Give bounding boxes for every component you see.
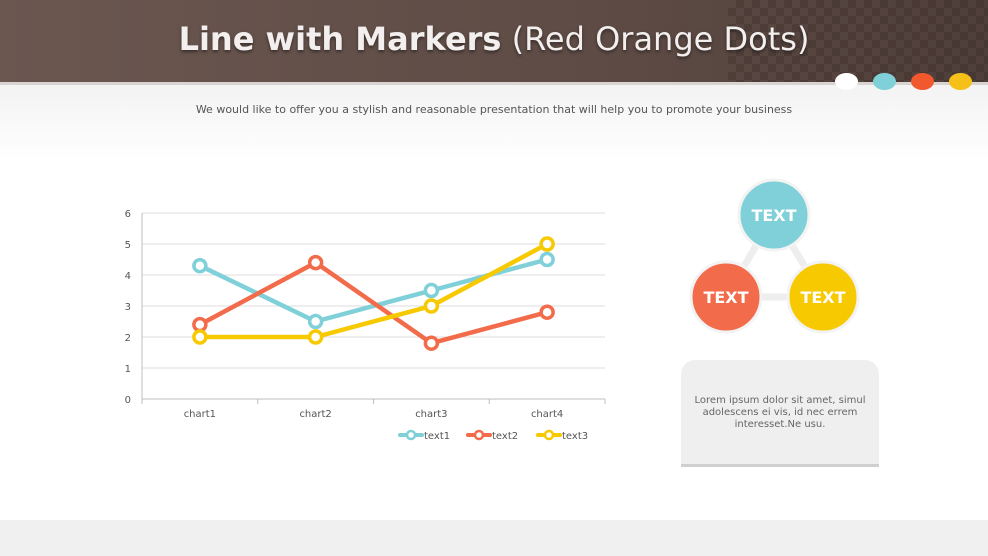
legend-label-text2: text2 [492, 431, 518, 442]
title-suffix: (Red Orange Dots) [511, 20, 810, 58]
legend-marker-text2 [473, 429, 485, 441]
cycle-circle-left [689, 260, 763, 334]
data-point-text1 [423, 282, 440, 299]
cycle-circle-top [737, 178, 811, 252]
decor-dot-orange [911, 73, 934, 90]
decor-dot-yellow [949, 73, 972, 90]
decor-dot-teal [873, 73, 896, 90]
data-point-text2 [539, 304, 555, 320]
cycle-circle-right [786, 260, 860, 334]
legend-marker-text1 [405, 429, 417, 441]
title-main: Line with Markers [178, 20, 502, 58]
data-point-text2 [307, 254, 324, 271]
data-point-text3 [539, 236, 555, 252]
x-tick-label: chart1 [184, 409, 216, 420]
legend-label-text3: text3 [562, 431, 588, 442]
chart-series [192, 236, 555, 351]
y-tick-label: 3 [125, 302, 131, 313]
subtitle-band [0, 85, 988, 160]
y-tick-label: 2 [125, 333, 131, 344]
decor-dot-white [835, 73, 858, 90]
series-line-text3 [197, 241, 550, 340]
data-point-text3 [423, 298, 440, 314]
data-point-text2 [423, 335, 440, 351]
legend-marker-text3 [543, 429, 555, 441]
data-point-text1 [307, 313, 324, 330]
chart-legend: text1 text2 text3 [398, 429, 588, 442]
chart-axes: 0 1 2 3 4 5 6 chart1 chart2 chart3 chart4 [125, 209, 606, 420]
footer-band [0, 520, 988, 556]
data-point-text1 [192, 257, 208, 274]
note-box: Lorem ipsum dolor sit amet, simul adoles… [681, 360, 879, 467]
data-point-text3 [307, 329, 324, 345]
slide-title: Line with Markers (Red Orange Dots) [0, 20, 988, 58]
cycle-label-top: TEXT [751, 206, 796, 225]
header-divider [0, 82, 988, 85]
legend-label-text1: text1 [424, 431, 450, 442]
cycle-connector [719, 208, 830, 301]
y-tick-label: 0 [125, 395, 131, 406]
x-tick-label: chart3 [415, 409, 447, 420]
y-tick-label: 6 [125, 209, 131, 220]
y-tick-label: 4 [125, 271, 131, 282]
note-text: Lorem ipsum dolor sit amet, simul adoles… [694, 395, 866, 430]
x-tick-label: chart2 [299, 409, 331, 420]
y-tick-label: 1 [125, 364, 131, 375]
header-pattern [728, 0, 988, 82]
title-bar: Line with Markers (Red Orange Dots) [0, 0, 988, 82]
cycle-label-right: TEXT [800, 288, 845, 307]
y-tick-label: 5 [125, 240, 131, 251]
data-point-text3 [192, 329, 208, 345]
cycle-label-left: TEXT [703, 288, 748, 307]
x-tick-label: chart4 [531, 409, 563, 420]
subtitle: We would like to offer you a stylish and… [195, 103, 793, 116]
series-line-text2 [197, 260, 550, 346]
data-point-text1 [539, 251, 555, 268]
